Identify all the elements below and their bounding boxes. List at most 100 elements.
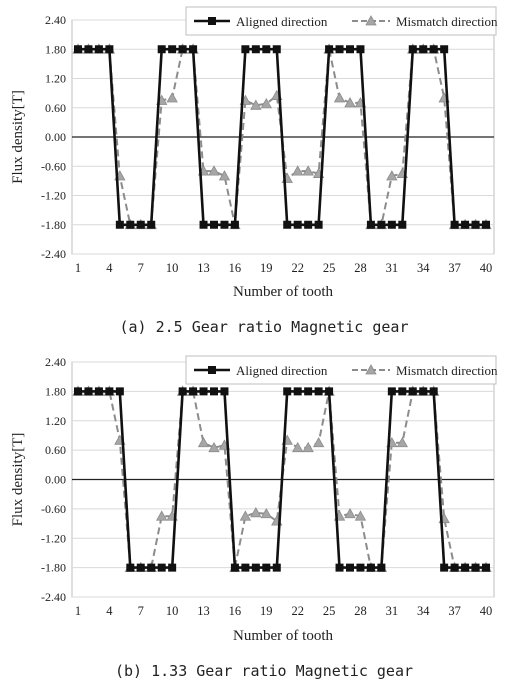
chart-a-y-tick-label: -2.40 xyxy=(41,247,66,261)
chart-a-legend-mismatch-marker xyxy=(365,15,377,26)
chart-b-x-tick-label: 34 xyxy=(417,604,430,618)
chart-a-legend-mismatch-label: Mismatch direction xyxy=(396,14,498,29)
chart-a-series-aligned-marker xyxy=(283,220,292,229)
chart-b-series-mismatch-marker xyxy=(344,507,356,519)
chart-b-series-aligned-marker xyxy=(293,387,302,396)
chart-b-legend-box xyxy=(185,355,497,385)
chart-a-series-aligned-marker xyxy=(272,45,281,54)
chart-a-series-aligned xyxy=(74,45,490,229)
chart-a-series-aligned-marker xyxy=(440,45,449,54)
chart-a-legend: Aligned direction Mismatch direction xyxy=(185,6,498,36)
chart-b-y-tick-label: -2.40 xyxy=(41,590,66,604)
chart-a-series-aligned-marker xyxy=(220,220,229,229)
chart-b-series-mismatch-marker xyxy=(354,510,367,521)
chart-a-series-mismatch-marker xyxy=(260,98,272,109)
chart-a-series-aligned-marker xyxy=(366,220,375,229)
chart-b-series-mismatch-marker xyxy=(239,510,252,521)
chart-a-x-tick-label: 19 xyxy=(260,261,273,275)
chart-a-series-aligned-marker xyxy=(429,45,438,54)
chart-b-y-tick-label: 1.80 xyxy=(45,384,66,398)
chart-b-series-aligned-marker xyxy=(178,387,187,396)
chart-a-series-aligned-marker xyxy=(325,45,334,54)
chart-a-x-tick-label: 4 xyxy=(106,261,113,275)
chart-a: 2.40 1.80 1.20 0.60 0.00 -0.60 -1.20 -1.80 -2.40… xyxy=(10,6,498,300)
chart-b-series-aligned-marker xyxy=(105,387,114,396)
chart-a-y-tick-label: 2.40 xyxy=(45,13,66,27)
chart-a-series-mismatch-marker xyxy=(250,99,262,110)
chart-b-series-mismatch-marker xyxy=(396,436,408,448)
chart-b-series-aligned-marker xyxy=(325,387,334,396)
chart-a-caption: (a) 2.5 Gear ratio Magnetic gear xyxy=(119,318,409,336)
chart-b-series-aligned-marker xyxy=(84,387,93,396)
chart-b-series-aligned-marker xyxy=(377,563,386,572)
chart-b-series-aligned-marker xyxy=(283,387,292,396)
chart-a-series-mismatch-marker xyxy=(218,170,231,181)
chart-b-x-tick-label: 7 xyxy=(138,604,144,618)
chart-b-series-aligned-marker xyxy=(304,387,313,396)
chart-b-series-aligned-marker xyxy=(346,563,354,572)
chart-b-series-aligned-marker xyxy=(241,563,250,572)
chart-a-series-aligned-marker xyxy=(346,45,354,54)
chart-a-legend-aligned-label: Aligned direction xyxy=(236,14,328,29)
chart-b-series-mismatch-marker xyxy=(292,441,304,453)
chart-a-series-mismatch-marker xyxy=(386,170,398,181)
chart-b-legend-mismatch-label: Mismatch direction xyxy=(396,363,498,378)
chart-a-series-aligned-marker xyxy=(189,45,198,54)
chart-b-series-mismatch-marker xyxy=(208,441,220,453)
chart-a-series-aligned-marker xyxy=(115,220,124,229)
chart-b-series-aligned-marker xyxy=(199,387,208,396)
chart-b-series-aligned-marker xyxy=(429,387,438,396)
chart-a-series-mismatch-marker xyxy=(292,165,304,176)
chart-b-series-mismatch-marker xyxy=(250,506,262,518)
chart-a-series-aligned-marker xyxy=(293,220,302,229)
chart-a-x-tick-label: 16 xyxy=(229,261,242,275)
chart-b-series-aligned-marker xyxy=(94,387,103,396)
chart-b-series-aligned-marker xyxy=(220,387,229,396)
chart-a-series-aligned-marker xyxy=(210,220,218,229)
chart-b-y-tick-label: -0.60 xyxy=(41,502,66,516)
chart-a-series-aligned-marker xyxy=(168,45,177,54)
chart-a-y-tick-label: 1.80 xyxy=(45,42,66,56)
chart-b-series-aligned-marker xyxy=(157,563,166,572)
chart-b-series-aligned-line xyxy=(78,390,486,569)
chart-a-x-tick-label: 31 xyxy=(386,261,399,275)
chart-a-series-aligned-marker xyxy=(471,220,480,229)
chart-b-x-tick-label: 4 xyxy=(106,604,113,618)
chart-a-series-mismatch-marker xyxy=(166,92,178,103)
chart-b-x-axis-title: Number of tooth xyxy=(233,628,333,644)
chart-a-series-aligned-marker xyxy=(199,220,208,229)
chart-a-y-axis-title: Flux density[T] xyxy=(10,90,26,184)
chart-a-series-aligned-marker xyxy=(314,220,323,229)
chart-a-x-tick-label: 10 xyxy=(166,261,179,275)
chart-b-x-tick-label: 1 xyxy=(75,604,81,618)
chart-a-x-tick-label: 28 xyxy=(354,261,367,275)
chart-a-x-tick-label: 37 xyxy=(448,261,461,275)
chart-a-y-tick-label: 0.00 xyxy=(45,130,66,144)
chart-a-series-mismatch-marker xyxy=(208,165,220,176)
chart-a-series-aligned-marker xyxy=(157,45,166,54)
chart-b: 2.40 1.80 1.20 0.60 0.00 -0.60 -1.20 -1.80 -2.40… xyxy=(10,355,498,644)
chart-a-series-aligned-marker xyxy=(356,45,365,54)
chart-a-legend-box xyxy=(185,6,497,36)
chart-a-series-aligned-marker xyxy=(398,220,407,229)
chart-a-series-aligned-marker xyxy=(136,220,145,229)
chart-a-x-axis-title: Number of tooth xyxy=(233,284,333,300)
chart-a-legend-aligned-marker xyxy=(208,17,216,25)
chart-b-series-aligned-marker xyxy=(210,387,218,396)
chart-b-series-mismatch-marker xyxy=(260,507,272,519)
chart-b-series-aligned-marker xyxy=(387,387,396,396)
chart-b-x-tick-label: 25 xyxy=(323,604,336,618)
chart-b-series-aligned-marker xyxy=(408,387,417,396)
chart-a-series-aligned-marker xyxy=(482,220,490,229)
chart-b-series-aligned-marker xyxy=(366,563,375,572)
chart-a-series-aligned-marker xyxy=(147,220,156,229)
chart-b-y-axis-title: Flux density[T] xyxy=(10,433,26,527)
chart-b-series-aligned-marker xyxy=(168,563,177,572)
chart-a-x-tick-label: 7 xyxy=(138,261,144,275)
chart-a-series-aligned-marker xyxy=(419,45,428,54)
chart-b-x-tick-label: 22 xyxy=(291,604,304,618)
chart-a-x-tick-label: 34 xyxy=(417,261,430,275)
chart-b-x-tick-label: 31 xyxy=(386,604,399,618)
chart-b-series-aligned-marker xyxy=(74,387,82,396)
